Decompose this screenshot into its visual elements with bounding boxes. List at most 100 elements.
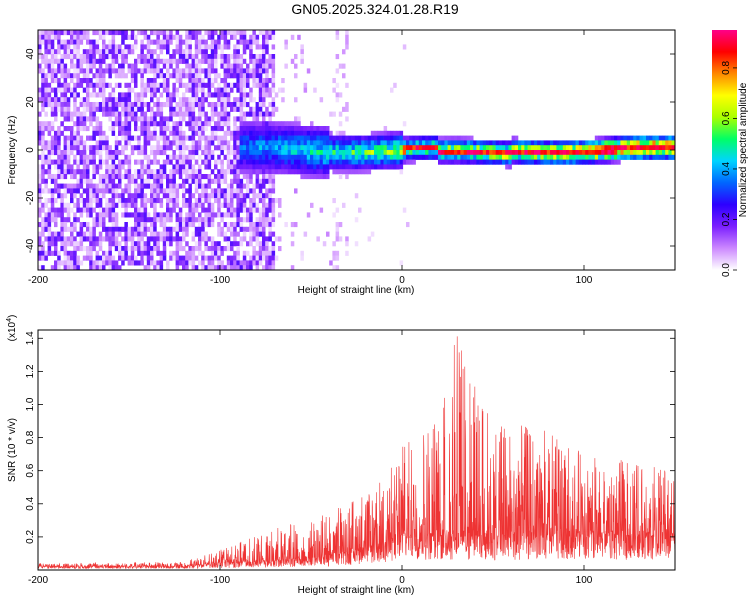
spectrogram-cell: [73, 183, 77, 189]
spectrogram-cell: [63, 73, 68, 79]
spectrogram-cell: [185, 87, 189, 93]
spectrogram-cell: [265, 255, 269, 261]
spectrogram-cell: [41, 150, 45, 156]
spectrogram-cell: [102, 260, 106, 266]
spectrogram-cell: [326, 140, 330, 146]
spectrogram-cell: [102, 265, 106, 271]
spectrogram-cell: [191, 260, 196, 266]
spectrogram-cell: [66, 207, 71, 213]
spectrogram-cell: [230, 202, 234, 208]
spectrogram-cell: [236, 102, 240, 108]
spectrogram-cell: [70, 207, 74, 213]
spectrogram-cell: [86, 116, 90, 122]
spectrogram-cell: [95, 255, 100, 261]
spectrogram-cell: [140, 217, 144, 223]
spectrogram-cell: [63, 188, 68, 194]
spectrogram-cell: [284, 130, 288, 136]
spectrogram-cell: [358, 159, 362, 165]
spectrogram-cell: [214, 30, 218, 36]
spectrogram-cell: [326, 135, 330, 141]
spectrogram-cell: [274, 255, 279, 261]
spectrogram-cell: [172, 183, 176, 189]
spectrogram-cell: [249, 68, 253, 74]
spectrogram-cell: [354, 150, 359, 156]
spectrogram-cell: [633, 145, 637, 151]
spectrogram-cell: [63, 183, 68, 189]
spectrogram-cell: [191, 106, 196, 112]
spectrogram-cell: [297, 130, 301, 136]
spectrogram-cell: [422, 135, 426, 141]
spectrogram-cell: [172, 82, 176, 88]
spectrogram-cell: [498, 140, 503, 146]
spectrogram-cell: [185, 82, 189, 88]
spectrogram-cell: [98, 54, 103, 60]
spectrogram-cell: [118, 255, 122, 261]
spectrogram-cell: [156, 54, 160, 60]
spectrogram-cell: [220, 217, 224, 223]
spectrogram-cell: [268, 92, 272, 98]
spectrogram-cell: [114, 116, 119, 122]
spectrogram-cell: [223, 145, 228, 151]
spectrogram-cell: [140, 236, 144, 242]
spectrogram-cell: [47, 97, 52, 103]
spectrogram-cell: [111, 34, 116, 40]
spectrogram-cell: [114, 154, 119, 160]
spectrogram-cell: [79, 39, 84, 45]
spectrogram-cell: [380, 130, 384, 136]
spectrogram-cell: [98, 58, 103, 64]
spectrogram-cell: [98, 102, 103, 108]
spectrogram-cell: [54, 135, 58, 141]
spectrogram-cell: [322, 159, 327, 165]
spectrogram-cell: [146, 164, 151, 170]
spectrogram-cell: [274, 198, 279, 204]
spectrogram-cell: [153, 150, 157, 156]
spectrogram-cell: [399, 140, 404, 146]
spectrogram-cell: [335, 154, 340, 160]
spectrogram-cell: [498, 150, 503, 156]
spectrogram-cell: [198, 111, 202, 117]
spectrogram-cell: [495, 159, 500, 165]
spectrogram-cell: [332, 255, 336, 261]
spectrogram-cell: [201, 174, 205, 180]
spectrogram-cell: [508, 145, 512, 151]
spectrogram-cell: [226, 183, 231, 189]
spectrogram-cell: [124, 174, 128, 180]
spectrogram-cell: [44, 217, 48, 223]
spectrogram-cell: [246, 39, 250, 45]
spectrogram-cell: [396, 154, 400, 160]
spectrogram-cell: [665, 154, 669, 160]
spectrogram-cell: [188, 121, 192, 127]
spectrogram-cell: [79, 260, 84, 266]
spectrogram-cell: [108, 198, 112, 204]
spectrogram-cell: [326, 154, 330, 160]
spectrogram-cell: [54, 97, 58, 103]
spectrogram-cell: [246, 164, 250, 170]
spectrogram-cell: [412, 150, 416, 156]
spectrogram-cell: [236, 164, 240, 170]
spectrogram-cell: [95, 202, 100, 208]
spectrogram-cell: [92, 174, 96, 180]
spectrogram-cell: [182, 111, 186, 117]
spectrogram-cell: [121, 159, 125, 165]
spectrogram-x-label: Height of straight line (km): [298, 285, 415, 296]
spectrogram-cell: [166, 49, 170, 55]
spectrogram-cell: [172, 150, 176, 156]
spectrogram-cell: [338, 159, 343, 165]
spectrogram-cell: [409, 135, 413, 141]
spectrogram-cell: [188, 174, 192, 180]
spectrogram-cell: [73, 135, 77, 141]
spectrogram-cell: [150, 145, 154, 151]
spectrogram-cell: [41, 135, 45, 141]
spectrogram-cell: [610, 154, 615, 160]
spectrogram-cell: [57, 265, 61, 271]
spectrogram-cell: [105, 135, 109, 141]
spectrogram-cell: [569, 150, 573, 156]
spectrogram-cell: [386, 154, 391, 160]
spectrogram-cell: [130, 106, 135, 112]
spectrogram-cell: [41, 217, 45, 223]
spectrogram-cell: [175, 217, 180, 223]
spectrogram-cell: [44, 154, 48, 160]
spectrogram-cell: [610, 140, 615, 146]
spectrogram-cell: [246, 78, 250, 84]
spectrogram-cell: [50, 49, 55, 55]
